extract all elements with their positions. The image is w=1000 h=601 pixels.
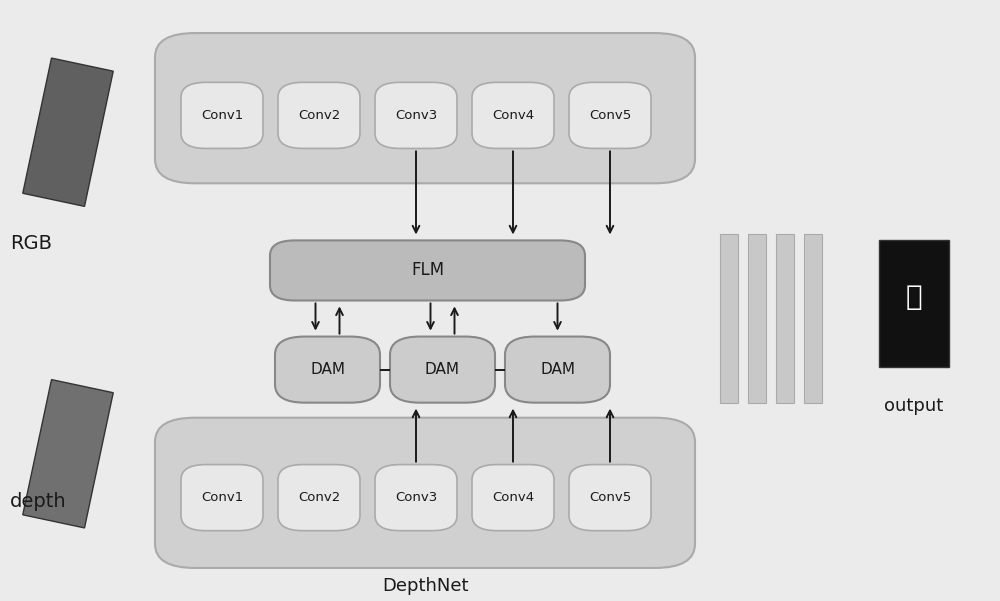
FancyBboxPatch shape [270, 240, 585, 300]
Text: Conv1: Conv1 [201, 109, 243, 122]
Text: DepthNet: DepthNet [382, 577, 468, 595]
FancyBboxPatch shape [390, 337, 495, 403]
FancyBboxPatch shape [472, 82, 554, 148]
Polygon shape [23, 380, 113, 528]
Bar [748, 234, 766, 403]
Text: Conv5: Conv5 [589, 491, 631, 504]
Bar [804, 234, 822, 403]
FancyBboxPatch shape [155, 418, 695, 568]
FancyBboxPatch shape [569, 82, 651, 148]
Polygon shape [23, 58, 113, 206]
Text: Conv5: Conv5 [589, 109, 631, 122]
Text: DAM: DAM [425, 362, 460, 377]
Text: DAM: DAM [310, 362, 345, 377]
FancyBboxPatch shape [569, 465, 651, 531]
FancyBboxPatch shape [375, 465, 457, 531]
Polygon shape [879, 240, 949, 367]
FancyBboxPatch shape [278, 465, 360, 531]
FancyBboxPatch shape [472, 465, 554, 531]
Text: Conv3: Conv3 [395, 491, 437, 504]
Text: output: output [884, 397, 944, 415]
Bar [720, 234, 738, 403]
FancyBboxPatch shape [155, 33, 695, 183]
Text: FLM: FLM [411, 261, 444, 279]
Text: ᚢ: ᚢ [906, 284, 922, 311]
Bar [776, 234, 794, 403]
FancyBboxPatch shape [375, 82, 457, 148]
FancyBboxPatch shape [181, 82, 263, 148]
Text: Conv2: Conv2 [298, 491, 340, 504]
Text: Conv4: Conv4 [492, 109, 534, 122]
FancyBboxPatch shape [278, 82, 360, 148]
FancyBboxPatch shape [275, 337, 380, 403]
FancyBboxPatch shape [181, 465, 263, 531]
Text: depth: depth [10, 492, 67, 511]
Text: Conv2: Conv2 [298, 109, 340, 122]
Text: Conv4: Conv4 [492, 491, 534, 504]
FancyBboxPatch shape [505, 337, 610, 403]
Text: RGB: RGB [10, 234, 52, 253]
Text: DAM: DAM [540, 362, 575, 377]
Text: Conv1: Conv1 [201, 491, 243, 504]
Text: Conv3: Conv3 [395, 109, 437, 122]
